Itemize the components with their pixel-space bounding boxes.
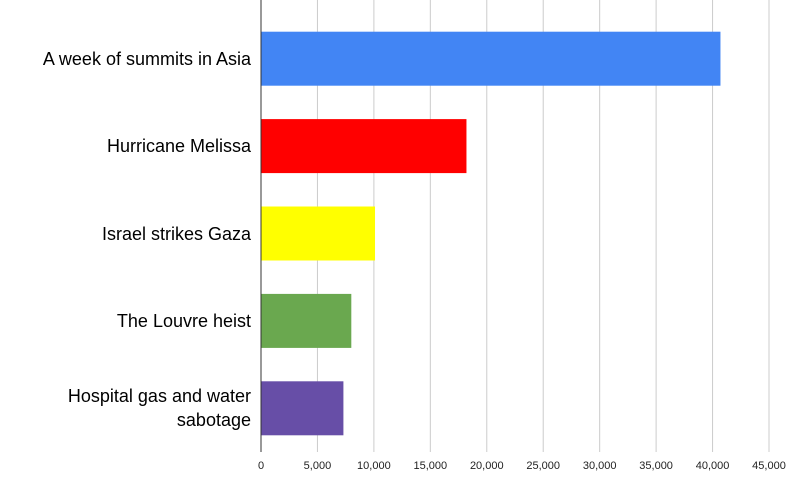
bar [261, 293, 352, 348]
y-tick-label: Hospital gas and water sabotage [67, 386, 251, 431]
bar [261, 119, 467, 174]
x-tick-label: 15,000 [414, 460, 448, 472]
x-tick-label: 10,000 [357, 460, 391, 472]
bar [261, 206, 376, 261]
x-tick-label: 40,000 [696, 460, 730, 472]
bar [261, 31, 721, 86]
y-tick-label: Hurricane Melissa [106, 136, 251, 157]
y-tick-label: A week of summits in Asia [42, 48, 251, 69]
bar [261, 381, 344, 436]
x-tick-label: 45,000 [752, 460, 786, 472]
x-tick-label: 25,000 [526, 460, 560, 472]
y-tick-label: The Louvre heist [116, 310, 251, 331]
x-tick-label: 20,000 [470, 460, 504, 472]
x-tick-label: 0 [258, 460, 264, 472]
y-tick-label: Israel strikes Gaza [101, 223, 251, 244]
x-tick-label: 30,000 [583, 460, 617, 472]
x-tick-label: 35,000 [639, 460, 673, 472]
x-tick-label: 5,000 [304, 460, 332, 472]
